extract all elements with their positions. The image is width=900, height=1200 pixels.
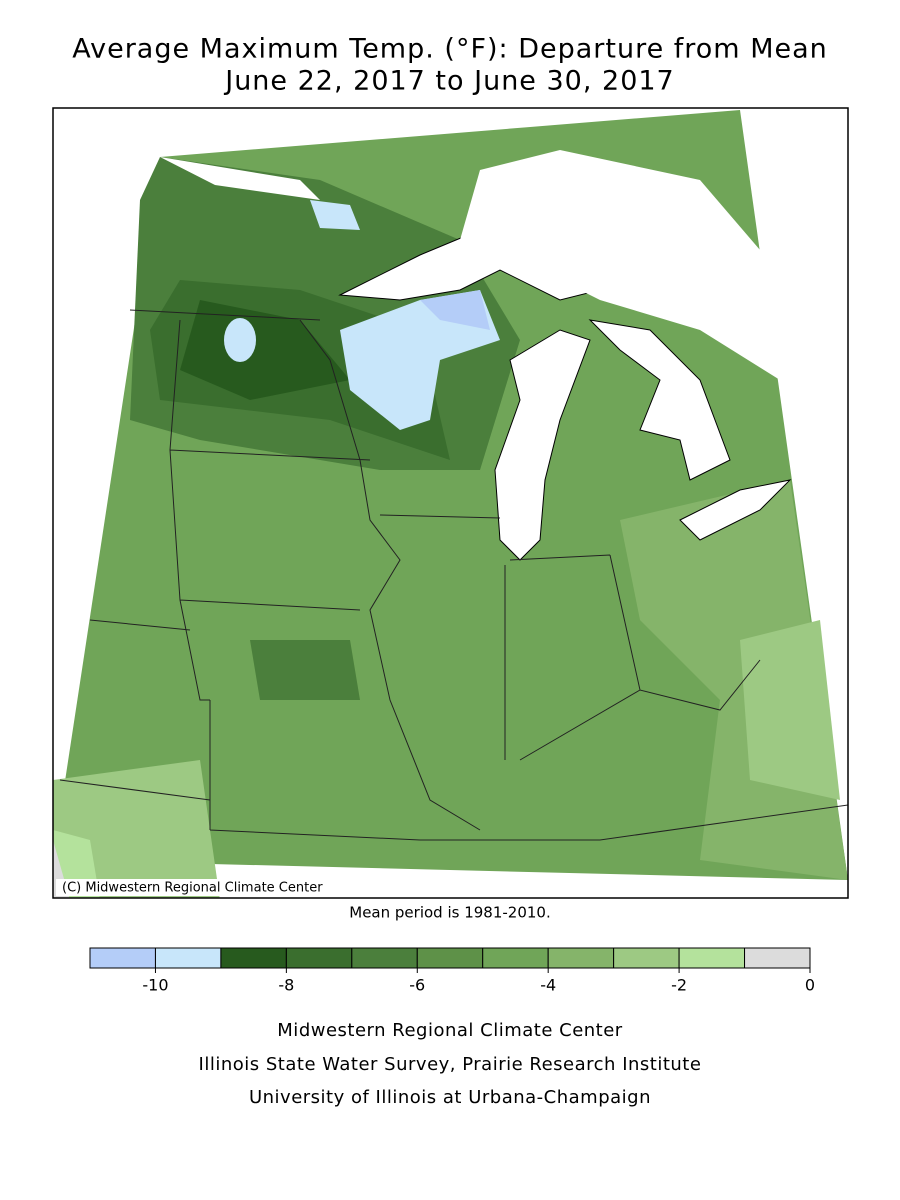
- title: Average Maximum Temp. (°F): Departure fr…: [72, 34, 828, 65]
- legend-bin: [678, 947, 746, 969]
- legend-bin: [285, 947, 353, 969]
- region: [740, 620, 840, 800]
- legend-bin: [482, 947, 549, 969]
- copyright: (C) Midwestern Regional Climate Center: [62, 881, 323, 896]
- canada: [460, 150, 780, 380]
- legend-bin: [613, 947, 680, 969]
- tick-label: -10: [142, 976, 168, 995]
- region: [224, 318, 256, 362]
- legend-bin: [416, 947, 484, 969]
- region: [420, 290, 490, 330]
- map: (C) Midwestern Regional Climate Center: [52, 107, 849, 899]
- footer-line: University of Illinois at Urbana-Champai…: [249, 1087, 651, 1108]
- state-borders: [59, 309, 848, 841]
- region: [310, 200, 360, 230]
- legend-bin: [220, 947, 287, 969]
- tick-label: 0: [805, 976, 815, 995]
- legend: -10 -8 -6 -4 -2 0: [89, 947, 815, 995]
- lake-erie: [679, 479, 792, 541]
- region: [53, 760, 220, 898]
- lake-michigan: [494, 329, 591, 561]
- tick-label: -4: [540, 976, 556, 995]
- tick-label: -8: [278, 976, 294, 995]
- region: [180, 300, 350, 400]
- mean-period: Mean period is 1981-2010.: [349, 904, 550, 922]
- tick-label: -2: [671, 976, 687, 995]
- footer-line: Midwestern Regional Climate Center: [277, 1020, 623, 1041]
- legend-bin: [744, 947, 811, 969]
- legend-bin: [351, 947, 418, 969]
- lake-huron: [588, 319, 731, 481]
- copyright-bg: [56, 879, 336, 896]
- subtitle: June 22, 2017 to June 30, 2017: [223, 66, 675, 97]
- legend-bin: [547, 947, 615, 969]
- map-frame: [52, 107, 849, 899]
- legend-bin: [154, 947, 222, 969]
- region: [340, 290, 500, 430]
- canada: [160, 157, 320, 200]
- region: [250, 640, 360, 700]
- footer-line: Illinois State Water Survey, Prairie Res…: [199, 1054, 702, 1075]
- tick-label: -6: [409, 976, 425, 995]
- legend-bin: [89, 947, 156, 969]
